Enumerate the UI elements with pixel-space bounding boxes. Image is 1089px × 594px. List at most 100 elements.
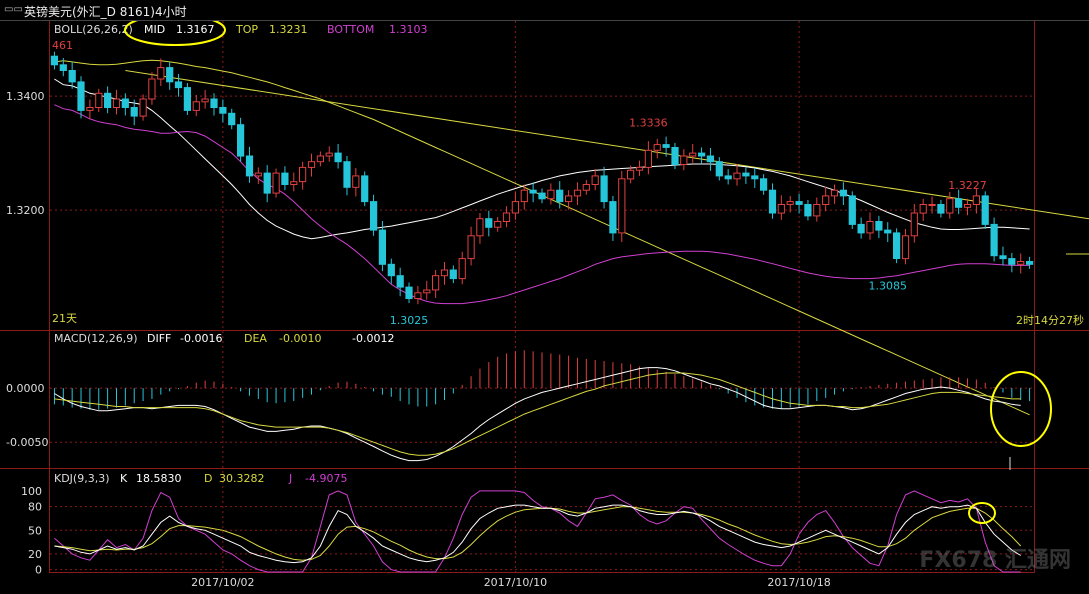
boll-left-value: 461	[52, 39, 73, 52]
candle	[192, 101, 200, 111]
candle	[919, 204, 927, 214]
candle	[86, 107, 94, 111]
candle	[281, 172, 289, 186]
x-tick-label: 2017/10/10	[484, 576, 547, 589]
window-title-bar[interactable]: ▭▭ 英镑美元(外汇_D 8161)4小时	[0, 0, 1089, 21]
candle	[627, 169, 635, 180]
macd-dea-label: DEA	[244, 332, 267, 345]
macd-diff-line	[54, 367, 1021, 462]
price-annotation: 1.3227	[948, 179, 987, 192]
y-tick-label: 0	[35, 564, 42, 577]
candle	[963, 204, 972, 208]
candle	[937, 204, 945, 214]
y-tick-label: 20	[28, 548, 42, 561]
candle	[538, 192, 546, 200]
candle	[830, 189, 839, 197]
candle	[325, 152, 333, 157]
kdj-label: KDJ(9,3,3)	[54, 472, 110, 485]
candle	[316, 155, 324, 163]
candle	[786, 201, 794, 205]
candle	[955, 198, 963, 208]
candle	[848, 195, 856, 225]
boll-mid-line	[54, 78, 1030, 240]
candle	[1026, 261, 1034, 265]
candle	[299, 166, 307, 183]
candle	[795, 201, 803, 205]
candle	[671, 147, 679, 166]
y-tick-label: 50	[28, 524, 42, 537]
kdj-k-label: K	[120, 472, 128, 485]
candle	[458, 258, 466, 280]
candle	[59, 64, 67, 72]
macd-dea-value: -0.0010	[279, 332, 321, 345]
candle	[467, 235, 475, 260]
y-tick-label: -0.0050	[6, 436, 48, 449]
window-menu-icon[interactable]: ▭▭	[4, 4, 23, 15]
y-tick-label: 1.3400	[6, 90, 45, 103]
candle	[1008, 258, 1016, 265]
candle	[272, 172, 280, 194]
candle	[804, 204, 812, 217]
candle	[334, 152, 342, 163]
candle	[432, 275, 440, 291]
candle	[582, 184, 590, 191]
period-label: 21天	[52, 312, 77, 325]
candle	[760, 178, 768, 191]
candle	[219, 107, 227, 114]
candle	[343, 161, 351, 188]
candle	[981, 195, 989, 225]
macd-label: MACD(12,26,9)	[54, 332, 138, 345]
candle	[396, 275, 404, 288]
candle	[742, 172, 750, 177]
x-tick-label: 2017/10/18	[767, 576, 830, 589]
macd-dea-line	[54, 372, 1021, 456]
boll-bottom-value: 1.3103	[389, 23, 428, 36]
candle	[121, 98, 129, 108]
candle	[768, 189, 777, 214]
candle	[201, 98, 209, 103]
candle	[972, 195, 980, 205]
candle	[290, 181, 298, 185]
candle	[361, 175, 369, 203]
countdown-label: 2时14分27秒	[1016, 313, 1084, 327]
y-tick-label: 80	[28, 501, 42, 514]
candle	[875, 221, 883, 231]
candle	[618, 178, 626, 234]
boll-bottom-label: BOTTOM	[327, 23, 374, 36]
candle	[822, 195, 830, 205]
candle	[440, 269, 449, 277]
price-annotation: 1.3085	[868, 280, 907, 293]
candle	[644, 149, 652, 168]
kdj-d-label: D	[204, 472, 212, 485]
macd-diff-label: DIFF	[147, 332, 171, 345]
candle	[689, 152, 697, 157]
candle	[839, 189, 847, 197]
candle	[387, 263, 395, 277]
candle	[77, 81, 85, 111]
candle	[857, 223, 865, 234]
candle	[139, 98, 147, 117]
candle	[547, 189, 555, 200]
boll-top-value: 1.3231	[269, 23, 308, 36]
candle	[715, 161, 723, 177]
boll-top-label: TOP	[235, 23, 258, 36]
candle	[529, 189, 537, 194]
boll-mid-label: MID	[144, 23, 165, 36]
y-tick-label: 100	[21, 485, 42, 498]
candle	[813, 204, 821, 217]
candle	[378, 229, 386, 265]
candle	[414, 292, 422, 299]
candle	[999, 255, 1007, 260]
candle	[307, 161, 316, 168]
kdj-d-value: 30.3282	[219, 472, 265, 485]
candle	[573, 189, 582, 197]
candle	[706, 155, 714, 163]
candle	[751, 175, 759, 180]
boll-bottom-line	[54, 104, 1030, 305]
candle	[95, 92, 103, 109]
candle	[928, 204, 936, 206]
y-tick-label: 1.3200	[6, 204, 45, 217]
candle	[370, 201, 378, 231]
candle	[1017, 261, 1025, 265]
